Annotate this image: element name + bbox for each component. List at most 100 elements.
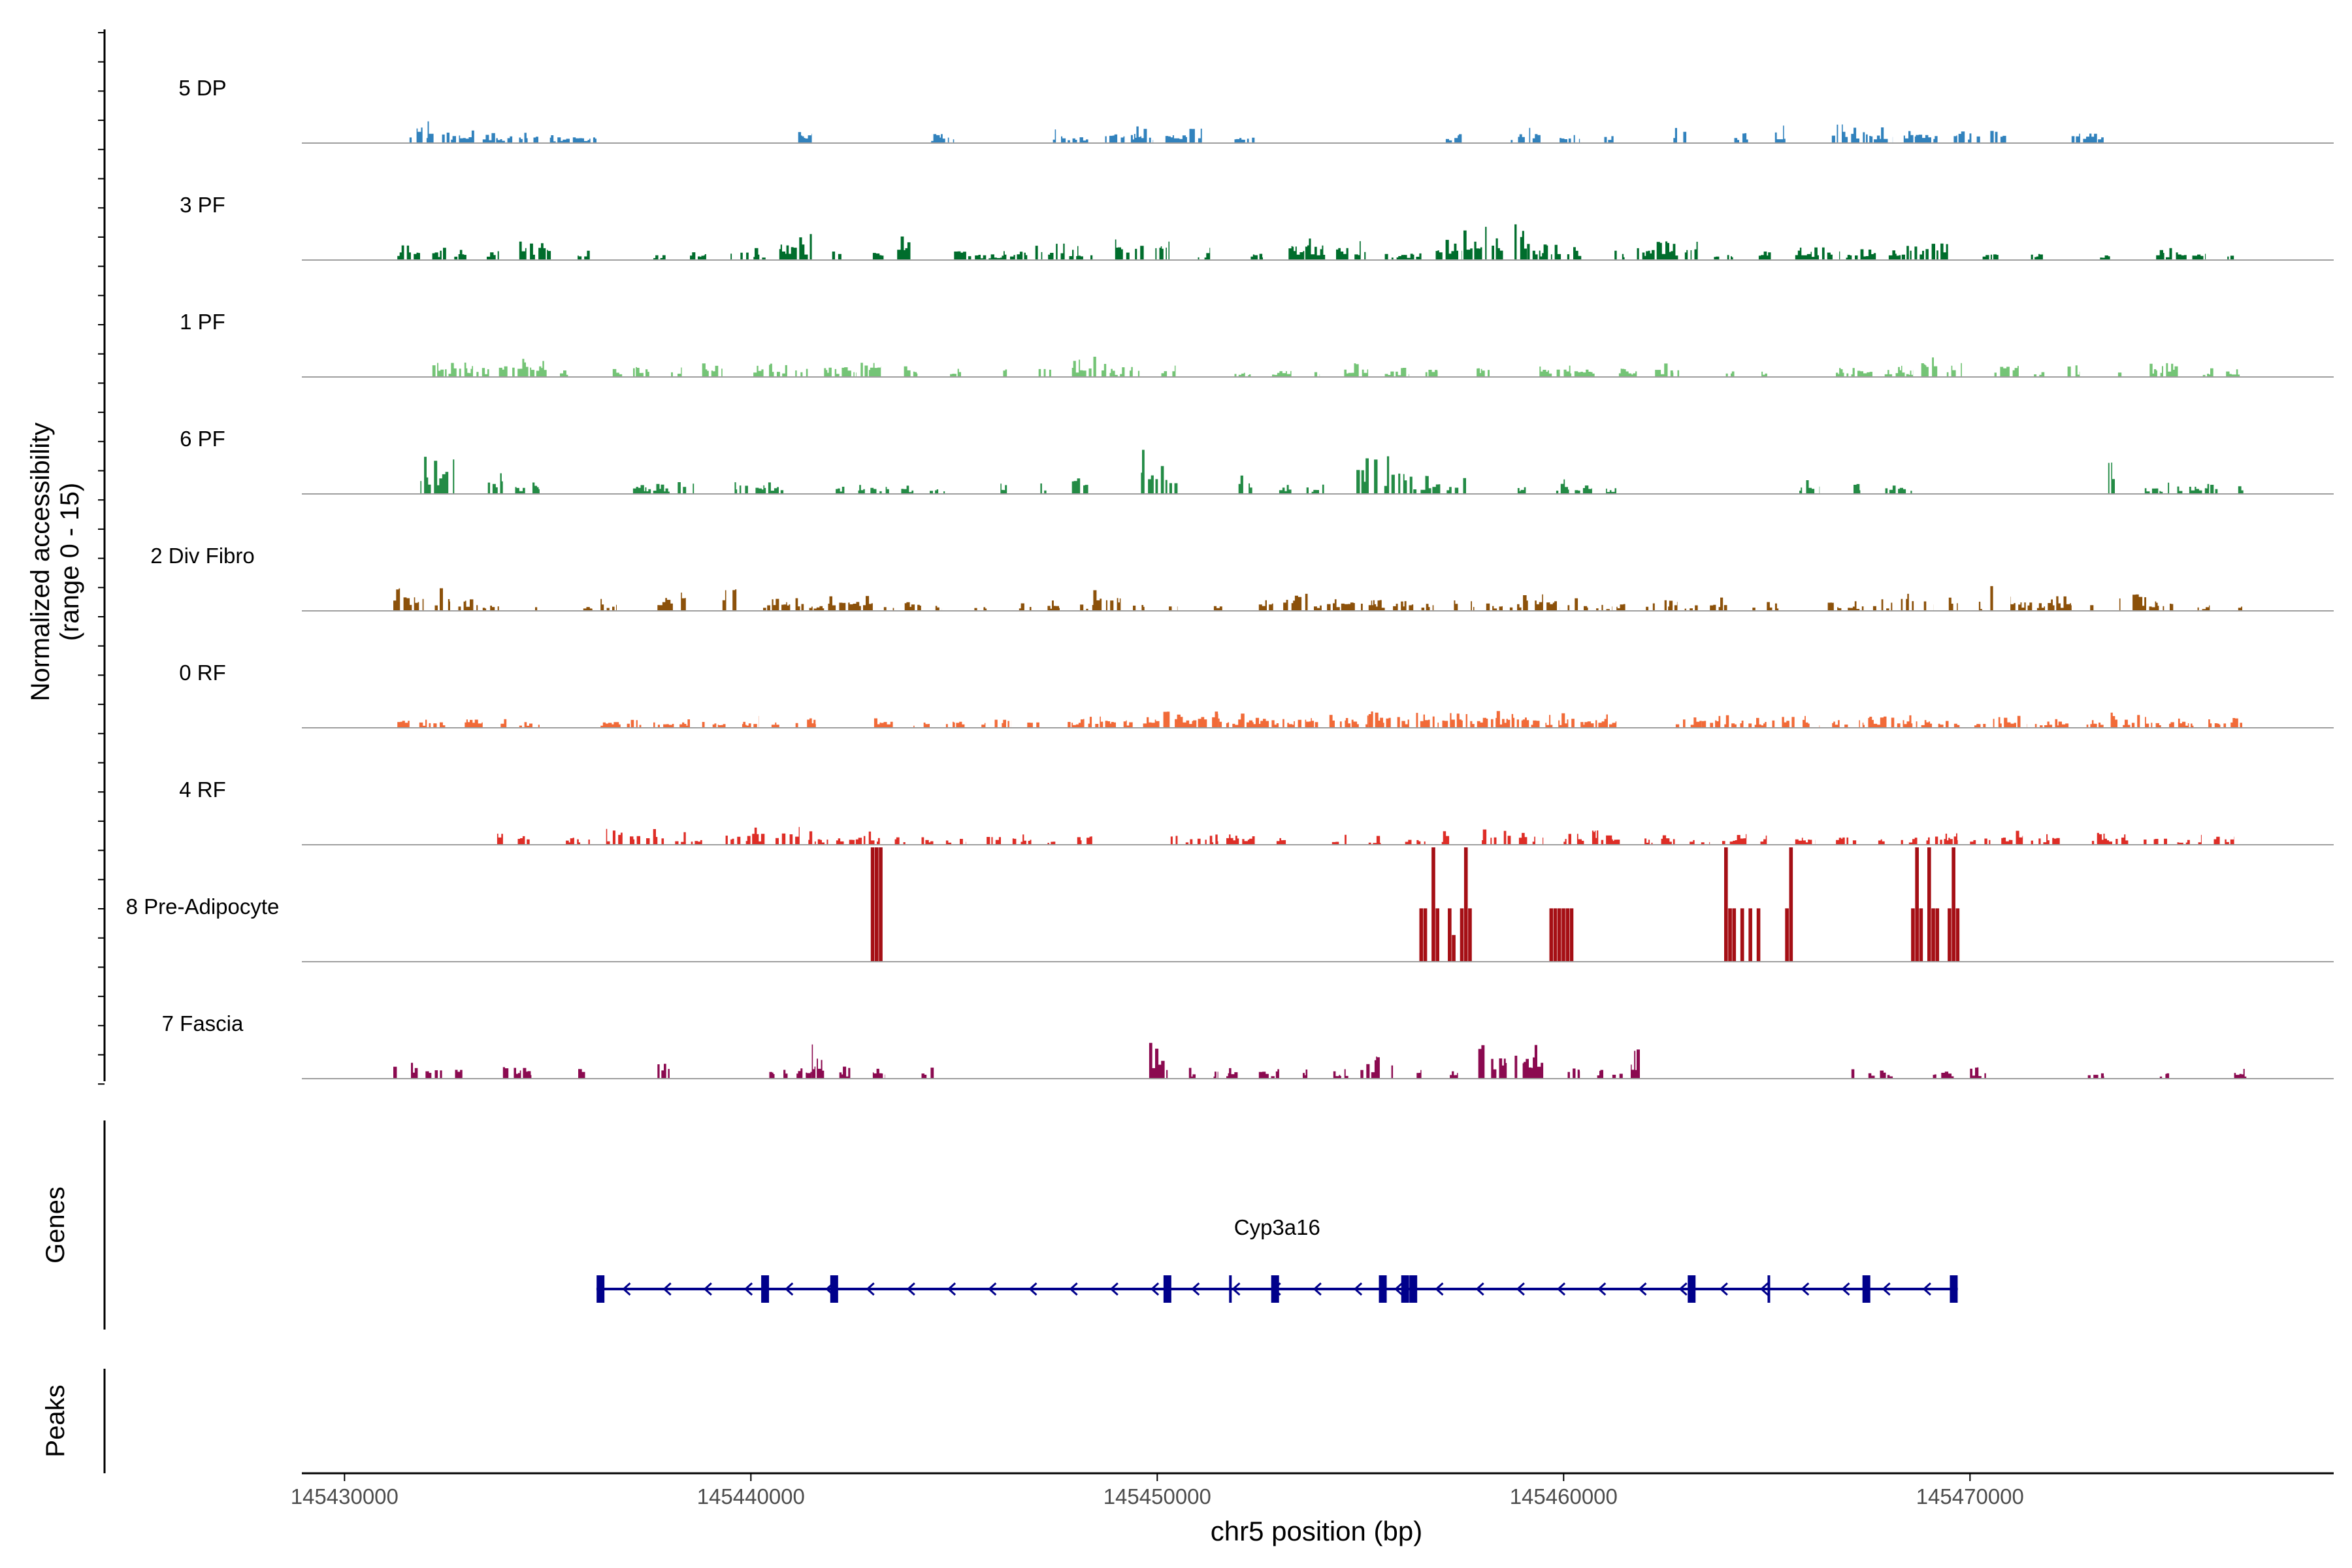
coverage-cluster: [2234, 1069, 2247, 1079]
exon: [1862, 1275, 1870, 1303]
coverage-cluster: [824, 367, 857, 377]
x-tick-label: 145450000: [1103, 1484, 1211, 1509]
coverage-cluster: [994, 483, 1007, 494]
coverage-cluster: [954, 251, 1028, 260]
strand-arrow: [1597, 1282, 1607, 1296]
coverage-cluster: [763, 1071, 776, 1079]
coverage-cluster: [482, 133, 540, 143]
coverage-cluster: [1250, 253, 1263, 260]
coverage-cluster: [560, 838, 581, 845]
coverage-cluster: [429, 363, 491, 377]
strand-arrow: [1882, 1282, 1891, 1296]
x-tick-label: 145460000: [1510, 1484, 1618, 1509]
coverage-cluster: [998, 369, 1007, 377]
coverage-cluster: [690, 252, 706, 260]
coverage-cluster: [678, 482, 694, 494]
coverage-cluster: [1462, 224, 1527, 260]
gene-name: Cyp3a16: [1234, 1215, 1320, 1239]
coverage-cluster: [1758, 371, 1771, 377]
coverage-cluster: [1133, 605, 1145, 611]
coverage-bar: [1728, 908, 1732, 962]
coverage-bar: [1740, 908, 1744, 962]
coverage-cluster: [1258, 1069, 1279, 1079]
strand-arrow: [1435, 1282, 1444, 1296]
coverage-cluster: [1421, 604, 1434, 611]
coverage-cluster: [808, 606, 825, 611]
coverage-cluster: [1320, 599, 1365, 611]
coverage-cluster: [1750, 608, 1759, 611]
coverage-cluster: [836, 1066, 853, 1079]
coverage-cluster: [1413, 476, 1466, 494]
coverage-cluster: [1677, 370, 1690, 377]
coverage-cluster: [1482, 603, 1503, 611]
coverage-cluster: [921, 1068, 934, 1079]
track-8-pre-adipocyte: 8 Pre-Adipocyte: [126, 847, 2334, 962]
coverage-cluster: [795, 718, 816, 728]
coverage-cluster: [1633, 241, 1698, 260]
coverage-cluster: [1226, 834, 1255, 845]
coverage-cluster: [2120, 715, 2161, 728]
coverage-cluster: [1425, 370, 1438, 377]
coverage-cluster: [1929, 1071, 1954, 1079]
coverage-cluster: [1454, 600, 1475, 611]
coverage-cluster: [734, 482, 784, 494]
coverage-cluster: [722, 826, 800, 845]
coverage-bar: [1561, 908, 1565, 962]
coverage-cluster: [921, 837, 934, 845]
coverage-cluster: [811, 1044, 825, 1079]
coverage-bar: [1785, 908, 1789, 962]
track-label: 6 PF: [180, 427, 225, 451]
coverage-cluster: [1258, 600, 1275, 611]
coverage-bar: [1732, 908, 1737, 962]
coverage-cluster: [1616, 604, 1629, 611]
coverage-cluster: [1750, 835, 1767, 845]
accessibility-tracks: 5 DP 3 PF 1 PF 6 PF 2 Div Fibro 0 RF 4 RF 8 Pre…: [126, 76, 2334, 1079]
coverage-cluster: [588, 840, 605, 845]
x-axis: 145430000 145440000 145450000 145460000 1454…: [291, 1472, 2334, 1509]
exon: [596, 1275, 605, 1303]
exon: [1688, 1275, 1696, 1303]
coverage-cluster: [1527, 244, 1584, 260]
coverage-cluster: [836, 831, 881, 845]
coverage-cluster: [738, 715, 759, 728]
coverage-cluster: [1405, 840, 1430, 845]
coverage-cluster: [2177, 483, 2218, 494]
coverage-cluster: [1071, 478, 1088, 494]
coverage-cluster: [1901, 131, 1938, 143]
coverage-cluster: [1560, 135, 1580, 143]
coverage-bar: [1955, 908, 1960, 962]
strand-arrow: [1516, 1282, 1525, 1296]
coverage-cluster: [519, 241, 556, 260]
coverage-cluster: [994, 719, 1011, 728]
coverage-cluster: [482, 606, 499, 611]
track-label: 1 PF: [180, 310, 225, 334]
coverage-cluster: [409, 1062, 442, 1079]
coverage-cluster: [1592, 1070, 1605, 1079]
strand-arrow: [1719, 1282, 1728, 1296]
coverage-cluster: [1360, 1056, 1394, 1079]
coverage-cluster: [1925, 833, 1958, 845]
coverage-cluster: [1060, 719, 1088, 728]
track-label: 0 RF: [179, 661, 226, 685]
coverage-cluster: [1384, 253, 1422, 260]
strand-arrow: [1028, 1282, 1037, 1296]
exon: [1379, 1275, 1387, 1303]
coverage-cluster: [495, 834, 503, 845]
coverage-cluster: [560, 370, 568, 377]
coverage-cluster: [1299, 1070, 1312, 1079]
coverage-cluster: [1681, 605, 1698, 611]
coverage-cluster: [1710, 597, 1731, 611]
coverage-cluster: [1185, 1068, 1198, 1079]
strand-arrow: [947, 1282, 956, 1296]
coverage-cluster: [1328, 1069, 1348, 1079]
coverage-cluster: [702, 363, 723, 377]
coverage-cluster: [1161, 365, 1178, 377]
coverage-cluster: [653, 719, 690, 728]
coverage-cluster: [1368, 711, 1409, 728]
coverage-cluster: [1100, 126, 1154, 143]
coverage-cluster: [2087, 605, 2097, 611]
coverage-cluster: [1608, 250, 1625, 260]
coverage-cluster: [1799, 480, 1820, 494]
coverage-cluster: [1393, 601, 1414, 611]
coverage-cluster: [1970, 838, 1991, 845]
